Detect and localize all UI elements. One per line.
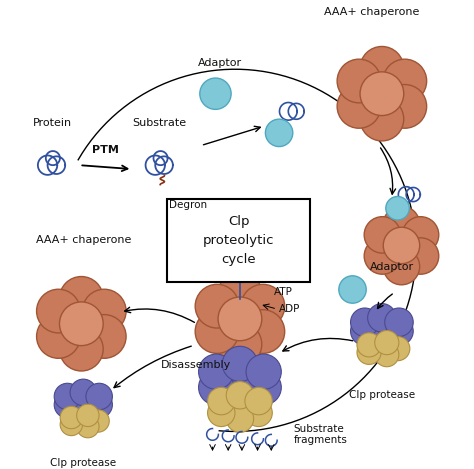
Circle shape	[402, 217, 439, 253]
Circle shape	[386, 337, 410, 361]
Text: Adaptor: Adaptor	[370, 262, 414, 272]
Circle shape	[82, 289, 126, 333]
Circle shape	[375, 343, 399, 367]
Circle shape	[241, 310, 285, 354]
Circle shape	[383, 59, 427, 103]
Circle shape	[208, 387, 235, 415]
Circle shape	[195, 284, 239, 328]
Circle shape	[337, 84, 381, 128]
Text: Clp protease: Clp protease	[50, 458, 116, 468]
Circle shape	[87, 410, 109, 432]
Circle shape	[357, 340, 381, 364]
Circle shape	[360, 46, 404, 90]
Circle shape	[77, 416, 99, 438]
Text: Clp protease: Clp protease	[349, 390, 415, 401]
Circle shape	[368, 321, 396, 350]
Text: Clp
proteolytic
cycle: Clp proteolytic cycle	[203, 215, 275, 266]
Circle shape	[36, 315, 80, 358]
Circle shape	[339, 276, 366, 303]
Circle shape	[200, 78, 231, 109]
Circle shape	[86, 383, 112, 410]
Circle shape	[368, 303, 396, 332]
Circle shape	[364, 217, 401, 253]
Circle shape	[218, 297, 262, 340]
Circle shape	[364, 238, 401, 274]
Circle shape	[386, 197, 410, 220]
Text: PTM: PTM	[92, 144, 119, 154]
Text: Substrate: Substrate	[133, 118, 187, 128]
Text: Disassembly: Disassembly	[161, 360, 231, 370]
Circle shape	[70, 396, 97, 422]
Circle shape	[265, 119, 293, 147]
Circle shape	[383, 206, 419, 242]
Circle shape	[54, 392, 81, 418]
Circle shape	[241, 284, 285, 328]
Circle shape	[218, 272, 262, 315]
Circle shape	[60, 277, 103, 320]
Circle shape	[208, 399, 235, 427]
Circle shape	[385, 308, 413, 337]
Circle shape	[245, 387, 272, 415]
Circle shape	[337, 59, 381, 103]
Circle shape	[54, 383, 81, 410]
Circle shape	[246, 370, 281, 405]
Circle shape	[60, 413, 82, 436]
Circle shape	[383, 249, 419, 285]
Circle shape	[36, 289, 80, 333]
Circle shape	[199, 354, 234, 389]
Text: ADP: ADP	[279, 304, 301, 314]
Text: ATP: ATP	[274, 287, 293, 297]
Circle shape	[357, 333, 381, 357]
Circle shape	[385, 317, 413, 345]
FancyBboxPatch shape	[167, 199, 310, 282]
Circle shape	[246, 354, 281, 389]
Circle shape	[60, 406, 82, 429]
Text: AAA+ chaperone: AAA+ chaperone	[324, 8, 420, 17]
Circle shape	[60, 327, 103, 371]
Circle shape	[60, 302, 103, 346]
Circle shape	[195, 310, 239, 354]
Circle shape	[218, 322, 262, 366]
Circle shape	[86, 392, 112, 418]
Text: AAA+ chaperone: AAA+ chaperone	[36, 235, 131, 245]
Circle shape	[360, 72, 404, 115]
Circle shape	[351, 308, 379, 337]
Circle shape	[222, 378, 257, 413]
Circle shape	[222, 346, 257, 381]
Circle shape	[226, 405, 254, 432]
Text: Degron: Degron	[169, 200, 208, 211]
Circle shape	[383, 227, 419, 264]
Circle shape	[77, 404, 99, 427]
Circle shape	[360, 97, 404, 141]
Circle shape	[199, 370, 234, 405]
Circle shape	[70, 379, 97, 406]
Text: Protein: Protein	[32, 118, 72, 128]
Circle shape	[245, 399, 272, 427]
Circle shape	[351, 317, 379, 345]
Circle shape	[383, 84, 427, 128]
Circle shape	[402, 238, 439, 274]
Text: Adaptor: Adaptor	[198, 58, 242, 68]
Text: Substrate
fragments: Substrate fragments	[294, 424, 347, 445]
Circle shape	[375, 331, 399, 355]
Circle shape	[82, 315, 126, 358]
Circle shape	[226, 381, 254, 409]
